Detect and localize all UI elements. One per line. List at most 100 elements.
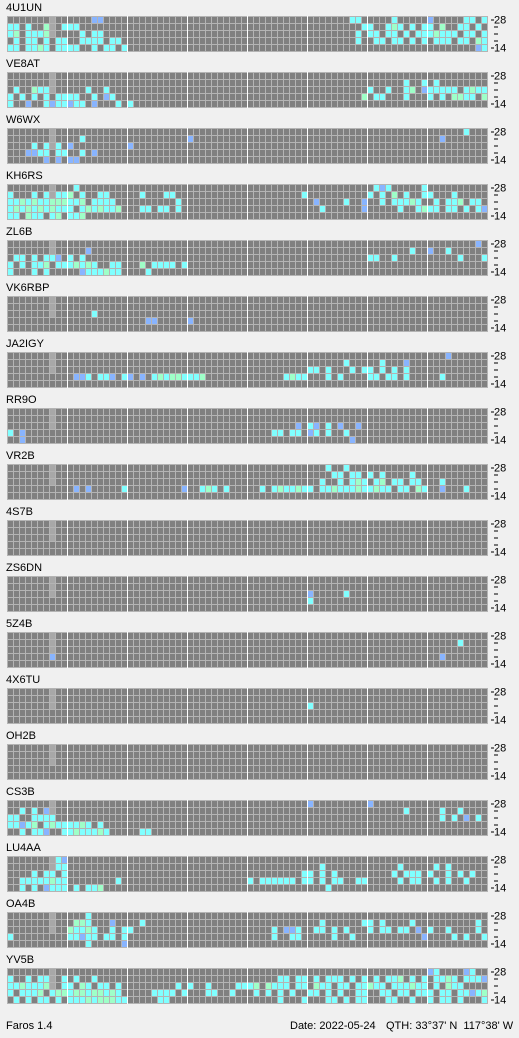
time-slot-cell: [140, 206, 145, 212]
time-slot-cell: [350, 255, 355, 261]
time-slot-cell: [194, 150, 199, 156]
time-slot-cell: [68, 423, 73, 429]
time-slot-cell: [416, 38, 421, 44]
time-slot-cell: [230, 654, 235, 660]
time-slot-cell: [62, 584, 67, 590]
time-slot-cell: [116, 297, 121, 303]
time-slot-cell: [260, 45, 265, 51]
time-slot-cell: [62, 80, 67, 86]
time-slot-cell: [416, 409, 421, 415]
time-slot-cell: [368, 479, 373, 485]
time-slot-cell: [206, 430, 211, 436]
time-slot-cell: [446, 647, 451, 653]
time-slot-cell: [110, 598, 115, 604]
time-slot-cell: [296, 24, 301, 30]
time-slot-cell: [242, 45, 247, 51]
time-slot-cell: [224, 486, 229, 492]
time-slot-cell: [116, 262, 121, 268]
time-slot-cell: [404, 255, 409, 261]
time-slot-cell: [158, 248, 163, 254]
time-slot-cell: [194, 248, 199, 254]
time-slot-cell: [446, 381, 451, 387]
time-slot-cell: [284, 633, 289, 639]
time-slot-cell: [470, 591, 475, 597]
time-slot-cell: [104, 269, 109, 275]
time-slot-cell: [50, 241, 55, 247]
time-slot-cell: [332, 192, 337, 198]
time-slot-cell: [392, 80, 397, 86]
time-slot-cell: [338, 73, 343, 79]
time-slot-cell: [452, 598, 457, 604]
time-slot-cell: [464, 381, 469, 387]
time-slot-cell: [278, 199, 283, 205]
time-slot-cell: [38, 318, 43, 324]
time-slot-cell: [224, 185, 229, 191]
time-slot-cell: [194, 269, 199, 275]
time-slot-cell: [20, 360, 25, 366]
time-slot-cell: [26, 241, 31, 247]
time-slot-cell: [134, 360, 139, 366]
time-slot-cell: [152, 416, 157, 422]
time-slot-cell: [98, 87, 103, 93]
time-slot-cell: [20, 143, 25, 149]
time-slot-cell: [236, 472, 241, 478]
time-slot-cell: [476, 143, 481, 149]
time-slot-cell: [206, 297, 211, 303]
time-slot-cell: [416, 304, 421, 310]
time-slot-cell: [104, 535, 109, 541]
time-slot-cell: [56, 248, 61, 254]
time-slot-cell: [254, 185, 259, 191]
time-slot-cell: [302, 430, 307, 436]
time-slot-cell: [428, 262, 433, 268]
time-slot-cell: [356, 549, 361, 555]
time-slot-cell: [146, 381, 151, 387]
time-slot-cell: [320, 157, 325, 163]
time-slot-cell: [146, 591, 151, 597]
time-slot-cell: [164, 101, 169, 107]
time-slot-cell: [194, 542, 199, 548]
time-slot-cell: [344, 374, 349, 380]
time-slot-cell: [350, 73, 355, 79]
time-slot-cell: [170, 150, 175, 156]
time-slot-cell: [476, 633, 481, 639]
time-slot-cell: [104, 528, 109, 534]
time-slot-cell: [320, 318, 325, 324]
time-slot-cell: [140, 143, 145, 149]
time-slot-cell: [146, 479, 151, 485]
time-slot-cell: [242, 374, 247, 380]
time-slot-cell: [434, 192, 439, 198]
time-slot-cell: [200, 318, 205, 324]
time-slot-cell: [362, 101, 367, 107]
time-slot-cell: [350, 129, 355, 135]
time-slot-cell: [476, 255, 481, 261]
time-slot-cell: [476, 521, 481, 527]
time-slot-cell: [68, 486, 73, 492]
time-slot-cell: [254, 584, 259, 590]
time-slot-cell: [194, 465, 199, 471]
time-slot-cell: [194, 297, 199, 303]
time-slot-cell: [344, 143, 349, 149]
time-slot-cell: [218, 80, 223, 86]
time-slot-cell: [362, 136, 367, 142]
time-slot-cell: [308, 73, 313, 79]
time-slot-cell: [296, 654, 301, 660]
time-slot-cell: [86, 24, 91, 30]
time-slot-cell: [116, 241, 121, 247]
time-slot-cell: [32, 591, 37, 597]
time-slot-cell: [50, 633, 55, 639]
time-slot-cell: [338, 423, 343, 429]
time-slot-cell: [350, 297, 355, 303]
time-slot-cell: [134, 584, 139, 590]
time-slot-cell: [230, 325, 235, 331]
time-slot-cell: [440, 213, 445, 219]
time-slot-cell: [368, 129, 373, 135]
time-slot-cell: [230, 143, 235, 149]
time-slot-cell: [32, 549, 37, 555]
time-slot-cell: [224, 31, 229, 37]
time-slot-cell: [356, 654, 361, 660]
time-slot-cell: [110, 241, 115, 247]
time-slot-cell: [134, 549, 139, 555]
time-slot-cell: [230, 262, 235, 268]
time-slot-cell: [458, 493, 463, 499]
time-slot-cell: [398, 535, 403, 541]
